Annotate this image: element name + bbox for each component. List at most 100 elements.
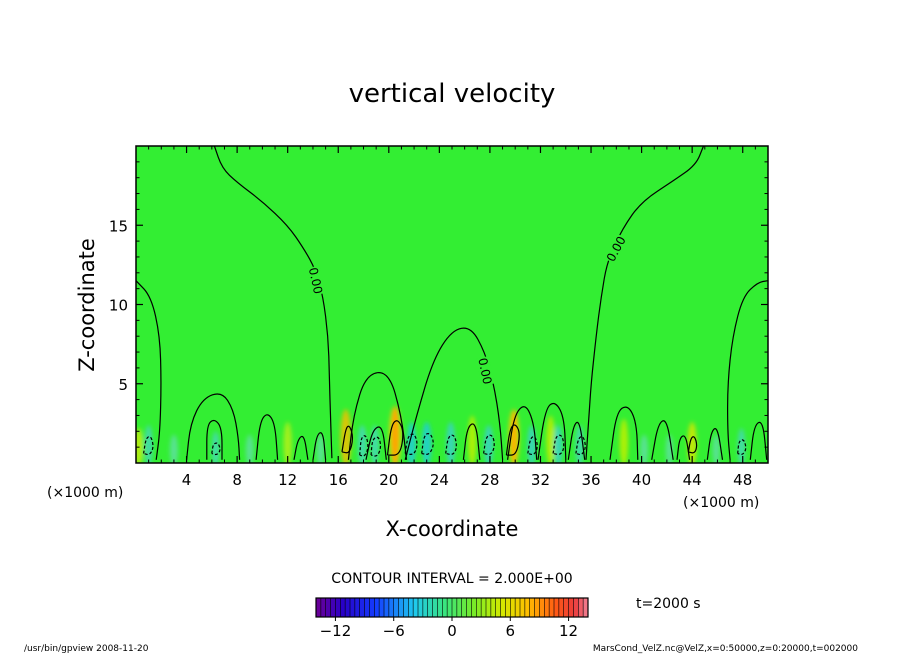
colorbar-cell xyxy=(350,598,356,617)
shading-blob xyxy=(211,431,220,463)
colorbar-cell xyxy=(490,598,496,617)
colorbar-cell xyxy=(408,598,414,617)
contour-label: 0.00 xyxy=(475,355,495,387)
shading-blob xyxy=(169,434,178,463)
contour-line-negative xyxy=(527,436,538,456)
x-tick-label: 24 xyxy=(430,471,449,489)
colorbar-cell xyxy=(515,598,521,617)
plot-area xyxy=(136,146,768,463)
colorbar-cell xyxy=(379,598,385,617)
colorbar-cell xyxy=(374,598,380,617)
colorbar-cell xyxy=(505,598,511,617)
x-tick-label: 32 xyxy=(531,471,550,489)
colorbar-cell xyxy=(369,598,375,617)
contour-interval-text: CONTOUR INTERVAL = 2.000E+00 xyxy=(331,571,572,587)
colorbar-cell xyxy=(529,598,535,617)
contour-line xyxy=(567,421,586,460)
x-tick-label: 36 xyxy=(581,471,600,489)
colorbar-cell xyxy=(558,598,564,617)
colorbar-cell xyxy=(393,598,399,617)
shading-blob xyxy=(446,421,456,463)
contour-line xyxy=(365,426,387,460)
x-tick-label: 48 xyxy=(733,471,752,489)
y-axis: 5 10 15 xyxy=(109,161,768,448)
contour-line-negative xyxy=(143,436,154,456)
contour-line xyxy=(505,424,520,456)
y-axis-title: Z-coordinate xyxy=(75,238,99,372)
colorbar-cell xyxy=(340,598,346,617)
contour-line xyxy=(293,435,309,460)
colorbar-cell xyxy=(432,598,438,617)
colorbar-cell xyxy=(422,598,428,617)
colorbar-cell xyxy=(524,598,530,617)
colorbar-ticks: −12 −6 0 6 12 xyxy=(320,617,578,640)
contour-line xyxy=(136,280,162,460)
shading-blob xyxy=(510,409,518,463)
shading-blob xyxy=(619,418,629,463)
contour-line xyxy=(404,327,504,460)
colorbar-cell xyxy=(520,598,526,617)
contour-line xyxy=(341,425,354,454)
colorbar-cell xyxy=(354,598,360,617)
colorbar-cell xyxy=(359,598,365,617)
shading-blob xyxy=(665,434,674,463)
contour-label-text: 0.00 xyxy=(306,266,325,295)
y-tick-label: 10 xyxy=(109,297,128,315)
colorbar-cell xyxy=(447,598,453,617)
colorbar-cell xyxy=(461,598,467,617)
contour-line xyxy=(386,420,404,456)
contour-line xyxy=(255,414,279,460)
contour-line-negative xyxy=(445,434,457,456)
x-tick-label: 44 xyxy=(683,471,702,489)
colorbar-cell xyxy=(573,598,579,617)
y-tick-label: 15 xyxy=(109,217,128,235)
time-text: t=2000 s xyxy=(636,596,701,612)
colorbar-cell xyxy=(335,598,341,617)
contour-line xyxy=(687,436,698,454)
shading-blob xyxy=(407,421,417,463)
shading-blob xyxy=(546,415,555,463)
colorbar-cell xyxy=(442,598,448,617)
shading-blob xyxy=(245,434,254,463)
shading-blob xyxy=(391,406,399,463)
shading-blob xyxy=(340,409,352,463)
contour-line-negative xyxy=(575,436,586,456)
colorbar-cell xyxy=(486,598,492,617)
colorbar-cell xyxy=(476,598,482,617)
footer-left-text: /usr/bin/gpview 2008-11-20 xyxy=(24,644,149,654)
shading-blob xyxy=(136,428,144,463)
colorbar-cell xyxy=(456,598,462,617)
colorbar-cell xyxy=(471,598,477,617)
contour-line xyxy=(706,427,724,460)
shading-blob xyxy=(484,425,494,463)
colorbar-cell xyxy=(437,598,443,617)
colorbar-cell xyxy=(403,598,409,617)
contour-line-negative xyxy=(404,433,418,455)
colorbar-cell xyxy=(345,598,351,617)
colorbar-tick-label: −12 xyxy=(320,622,352,640)
colorbar-cell xyxy=(452,598,458,617)
shading-blob xyxy=(467,415,477,463)
contour-line-negative xyxy=(359,435,369,457)
colorbar-tick-label: −6 xyxy=(383,622,405,640)
colorbar-cell xyxy=(495,598,501,617)
contour-line xyxy=(676,435,691,460)
y-tick-label: 5 xyxy=(118,376,128,394)
colorbar-cell xyxy=(583,598,589,617)
contour-line xyxy=(213,146,333,459)
colorbar-cell xyxy=(364,598,370,617)
contour-line xyxy=(651,420,674,460)
colorbar-cell xyxy=(539,598,545,617)
x-tick-label: 28 xyxy=(480,471,499,489)
contour-line-negative xyxy=(370,436,382,457)
contour-line xyxy=(749,421,768,460)
colorbar-cell xyxy=(388,598,394,617)
x-tick-label: 40 xyxy=(632,471,651,489)
colorbar-cell xyxy=(413,598,419,617)
shading-blob xyxy=(737,428,746,463)
colorbar-cell xyxy=(398,598,404,617)
contour-line-negative xyxy=(552,434,565,456)
colorbar-cell xyxy=(549,598,555,617)
colorbar-cell xyxy=(466,598,472,617)
colorbar-cell xyxy=(563,598,569,617)
